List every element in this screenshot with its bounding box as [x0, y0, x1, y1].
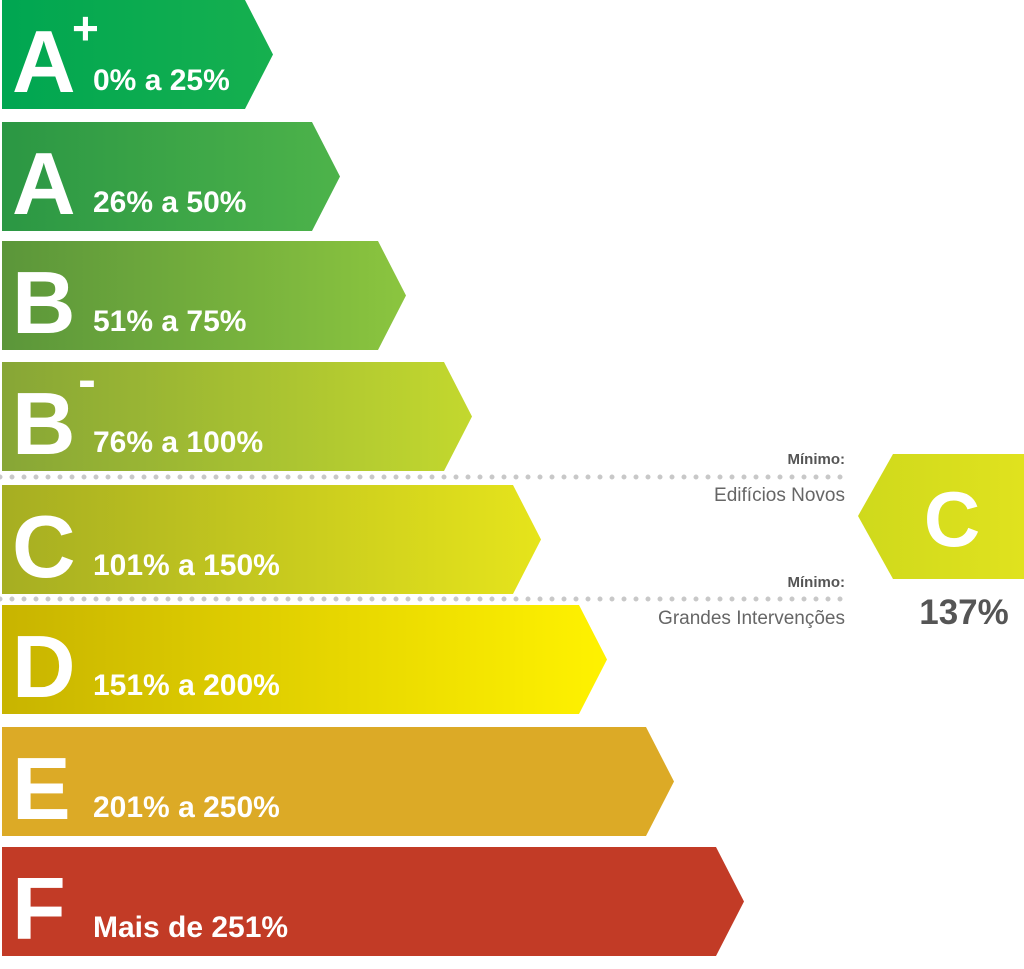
- band-arrow: [2, 362, 472, 471]
- band-letter: F: [12, 859, 66, 958]
- band-arrow: [2, 485, 541, 594]
- threshold-label: Edifícios Novos: [714, 485, 845, 506]
- band-range: 76% a 100%: [93, 426, 263, 459]
- rating-value: 137%: [919, 593, 1009, 632]
- band-arrow: [2, 122, 340, 231]
- band-letter: D: [12, 617, 76, 716]
- band-arrow: [2, 605, 607, 714]
- band-range: 151% a 200%: [93, 669, 280, 702]
- band-arrow: [2, 727, 674, 836]
- band-range: 26% a 50%: [93, 186, 246, 219]
- band-letter: A: [12, 12, 76, 111]
- band-letter: B: [12, 374, 76, 473]
- rating-letter: C: [924, 475, 980, 563]
- threshold-title: Mínimo:: [788, 451, 846, 468]
- threshold-title: Mínimo:: [788, 574, 846, 591]
- band-letter: A: [12, 134, 76, 233]
- band-letter: C: [12, 497, 76, 596]
- band-range: 101% a 150%: [93, 549, 280, 582]
- band-range: 0% a 25%: [93, 64, 230, 97]
- band-range: 201% a 250%: [93, 791, 280, 824]
- band-range: Mais de 251%: [93, 911, 288, 944]
- band-letter: B: [12, 253, 76, 352]
- band-superscript: +: [72, 2, 99, 54]
- band-superscript: -: [78, 350, 96, 410]
- threshold-label: Grandes Intervenções: [658, 608, 845, 629]
- rating-arrow: [858, 454, 1024, 579]
- band-range: 51% a 75%: [93, 305, 246, 338]
- band-arrow: [2, 241, 406, 350]
- band-arrow: [2, 0, 273, 109]
- band-arrow: [2, 847, 744, 956]
- band-letter: E: [12, 739, 71, 838]
